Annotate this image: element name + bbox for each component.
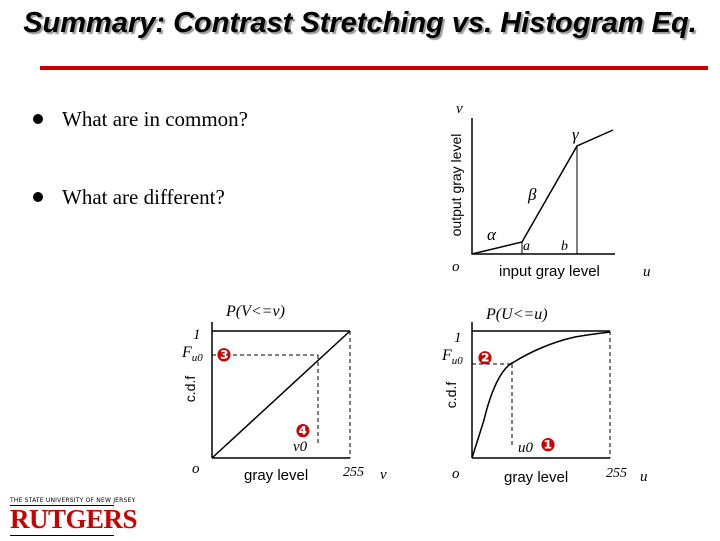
mapping-graph	[471, 118, 615, 255]
bullet-common: What are in common?	[62, 107, 249, 131]
cdf-v-x-axis-label: gray level	[244, 467, 309, 484]
cdf-v-y-axis-label: c.d.f	[182, 375, 198, 403]
cdf-u-y-axis-label: c.d.f	[443, 381, 459, 409]
cdf-v-origin-label: o	[192, 461, 200, 477]
rutgers-logo: THE STATE UNIVERSITY OF NEW JERSEY RUTGE…	[10, 497, 138, 541]
logo-rule-bottom	[10, 535, 114, 536]
cdf-v-step-4-marker: ❹	[295, 421, 311, 442]
mapping-a-label: a	[523, 239, 530, 254]
cdf-v-one-label: 1	[193, 327, 201, 343]
bullet-dot	[33, 192, 43, 202]
cdf-u-max-label: 255	[606, 466, 627, 481]
mapping-v-label: v	[456, 101, 463, 117]
mapping-b-label: b	[561, 239, 568, 254]
logo-tagline: THE STATE UNIVERSITY OF NEW JERSEY	[10, 497, 136, 504]
slide-title: Summary: Contrast Stretching vs. Histogr…	[23, 7, 697, 39]
cdf-u-title: P(U<=u)	[486, 306, 548, 323]
logo-wordmark: RUTGERS	[10, 504, 138, 534]
cdf-u-var-label: u	[640, 469, 648, 485]
cdf-u-u0-label: u0	[518, 440, 533, 456]
cdf-v-v0-label: v0	[293, 439, 308, 455]
cdf-u-curve	[471, 331, 611, 459]
mapping-x-axis-label: input gray level	[499, 263, 600, 280]
bullet-different: What are different?	[62, 185, 225, 209]
cdf-v-max-label: 255	[343, 465, 364, 480]
cdf-u-origin-label: o	[452, 466, 460, 482]
mapping-alpha-label: α	[487, 225, 496, 244]
cdf-v-title: P(V<=v)	[226, 303, 285, 320]
cdf-u-graph	[471, 322, 611, 459]
cdf-v-step-3-marker: ❸	[216, 345, 232, 366]
title-underline	[40, 66, 708, 70]
cdf-u-step-1-marker: ❶	[540, 435, 556, 456]
mapping-curve	[471, 129, 614, 255]
logo-rule-top	[10, 505, 114, 506]
cdf-v-var-label: v	[380, 467, 387, 483]
cdf-v-fu0-label: Fu0	[182, 344, 203, 365]
mapping-y-axis-label: output gray level	[448, 133, 464, 237]
cdf-u-x-axis-label: gray level	[504, 469, 569, 486]
cdf-v-curve	[211, 330, 351, 459]
mapping-gamma-label: γ	[572, 125, 579, 144]
cdf-u-step-2-marker: ❷	[477, 348, 493, 369]
mapping-u-label: u	[643, 264, 651, 280]
bullet-dot	[33, 114, 43, 124]
mapping-origin-label: o	[452, 259, 460, 275]
cdf-u-one-label: 1	[454, 330, 462, 346]
cdf-v-graph	[211, 322, 351, 459]
cdf-u-fu0-label: Fu0	[442, 347, 463, 368]
mapping-beta-label: β	[528, 185, 537, 204]
